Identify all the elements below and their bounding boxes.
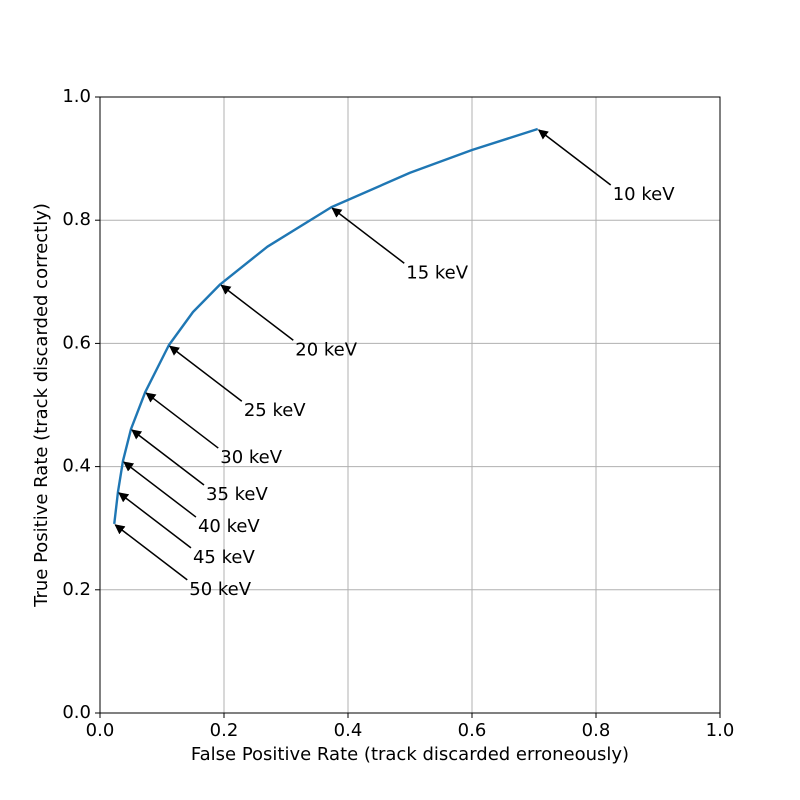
y-tick-label: 1.0 xyxy=(62,86,91,107)
annotation-label: 40 keV xyxy=(198,516,260,537)
y-tick-label: 0.4 xyxy=(62,456,91,477)
x-tick-label: 1.0 xyxy=(706,720,735,741)
annotation-label: 20 keV xyxy=(295,339,357,360)
x-tick-label: 0.2 xyxy=(210,720,239,741)
annotation-arrow xyxy=(131,429,205,486)
annotation-arrow xyxy=(537,129,612,186)
annotation-label: 35 keV xyxy=(206,484,268,505)
y-axis-label: True Positive Rate (track discarded corr… xyxy=(31,203,52,608)
annotation-label: 45 keV xyxy=(193,547,255,568)
plot-frame xyxy=(99,96,721,714)
annotation-arrow xyxy=(123,461,197,518)
x-tick-label: 0.0 xyxy=(86,720,115,741)
annotation-arrow xyxy=(114,524,188,581)
annotation-label: 10 keV xyxy=(613,184,675,205)
x-tick-label: 0.4 xyxy=(334,720,363,741)
annotation-arrow xyxy=(331,207,405,264)
x-axis-label: False Positive Rate (track discarded err… xyxy=(191,744,629,765)
annotation-label: 25 keV xyxy=(244,400,306,421)
roc-curve xyxy=(113,127,539,525)
annotation-arrow xyxy=(169,345,243,402)
y-tick-label: 0.0 xyxy=(62,702,91,723)
annotation-arrow xyxy=(118,492,192,549)
y-tick-label: 0.6 xyxy=(62,332,91,353)
annotation-label: 30 keV xyxy=(220,447,282,468)
x-tick-label: 0.8 xyxy=(582,720,611,741)
annotation-label: 50 keV xyxy=(189,579,251,600)
y-tick-label: 0.2 xyxy=(62,579,91,600)
annotation-arrow xyxy=(220,284,294,341)
annotation-label: 15 keV xyxy=(406,262,468,283)
x-tick-label: 0.6 xyxy=(458,720,487,741)
y-tick-label: 0.8 xyxy=(62,209,91,230)
annotation-arrow xyxy=(145,392,219,449)
